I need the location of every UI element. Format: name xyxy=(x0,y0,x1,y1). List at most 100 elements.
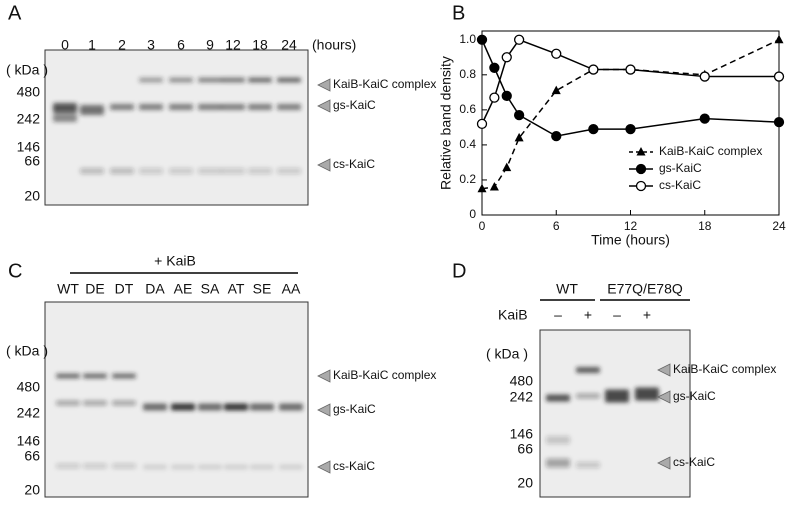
gel-band xyxy=(169,168,193,174)
gel xyxy=(44,49,309,206)
size-marker: 146 xyxy=(17,433,41,449)
gel-band xyxy=(143,403,167,411)
data-point xyxy=(513,109,525,121)
gel-band xyxy=(224,403,248,411)
gel-band xyxy=(605,389,629,403)
data-point xyxy=(699,71,710,82)
lane-label: 18 xyxy=(252,37,268,53)
gel-band xyxy=(56,463,80,469)
lane-label: 12 xyxy=(225,37,241,53)
y-axis-label: Relative band density xyxy=(438,56,454,190)
lane-label: 6 xyxy=(177,37,185,53)
data-point xyxy=(773,71,785,82)
size-marker: 66 xyxy=(517,441,533,457)
gel-bands xyxy=(56,373,303,470)
panel-letter: C xyxy=(8,260,22,282)
row-label: KaiB xyxy=(498,307,528,323)
size-marker: 66 xyxy=(24,448,40,464)
gel-band xyxy=(546,394,570,402)
size-marker: 146 xyxy=(510,426,534,442)
gel-band xyxy=(83,373,107,379)
treatment: + KaiB xyxy=(154,253,196,269)
y-tick-label: 0 xyxy=(469,207,476,221)
gel-band xyxy=(53,103,77,113)
data-point xyxy=(489,62,500,73)
data-point xyxy=(477,183,487,193)
band-label: cs-KaiC xyxy=(673,455,715,469)
band-label: cs-KaiC xyxy=(333,157,375,171)
lane-label: 24 xyxy=(281,37,297,53)
lane-label: – xyxy=(554,307,562,323)
size-marker: 66 xyxy=(24,153,40,169)
band-arrow xyxy=(317,403,331,417)
panel-letter: B xyxy=(452,2,465,24)
gel-band xyxy=(143,464,167,470)
gel-band xyxy=(221,77,245,83)
gel-band xyxy=(110,104,134,110)
gel-band xyxy=(576,462,600,468)
legend-label: KaiB-KaiC complex xyxy=(659,144,762,158)
band-arrow xyxy=(657,456,671,470)
gel-bands xyxy=(546,367,659,468)
gel-band xyxy=(576,367,600,373)
data-point xyxy=(489,92,500,103)
band-label: KaiB-KaiC complex xyxy=(333,77,436,91)
band-label: gs-KaiC xyxy=(333,402,376,416)
panel-letter: D xyxy=(452,260,466,282)
size-marker: 20 xyxy=(24,482,40,498)
gel-band xyxy=(83,400,107,406)
data-point xyxy=(625,64,636,75)
lane-label: 3 xyxy=(147,37,155,53)
gel-band xyxy=(171,403,195,411)
gel-band xyxy=(139,104,163,110)
gel-band xyxy=(112,463,136,469)
gel-band xyxy=(248,168,272,174)
legend-label: gs-KaiC xyxy=(659,161,702,175)
x-tick-label: 24 xyxy=(772,219,786,233)
gel-band xyxy=(83,463,107,469)
size-marker: 242 xyxy=(17,111,41,127)
gel-band xyxy=(250,464,274,470)
band-arrow xyxy=(657,363,671,377)
gel-band xyxy=(112,400,136,406)
lane-label: SE xyxy=(253,281,272,297)
x-tick-label: 12 xyxy=(624,219,638,233)
gel-band xyxy=(139,168,163,174)
data-point xyxy=(551,48,562,59)
size-unit: ( kDa ) xyxy=(6,62,48,78)
gel-band xyxy=(112,373,136,379)
data-point xyxy=(476,118,488,130)
data-point xyxy=(514,132,524,142)
gel-band xyxy=(169,77,193,83)
x-tick-label: 18 xyxy=(698,219,712,233)
band-arrow xyxy=(317,99,331,113)
legend-label: cs-KaiC xyxy=(659,178,701,192)
band-arrow xyxy=(657,390,671,404)
gel-band xyxy=(56,373,80,379)
size-marker: 480 xyxy=(510,373,534,389)
gel-band xyxy=(277,168,301,174)
data-point xyxy=(501,52,512,63)
lane-label: DE xyxy=(85,281,104,297)
band-label: KaiB-KaiC complex xyxy=(333,368,436,382)
size-marker: 20 xyxy=(24,188,40,204)
data-point xyxy=(476,34,488,45)
size-marker: 242 xyxy=(17,405,41,421)
data-point xyxy=(625,123,636,135)
legend-marker xyxy=(635,180,647,192)
gel-band xyxy=(224,464,248,470)
gel-band xyxy=(56,400,80,406)
lane-label: + xyxy=(584,307,592,323)
gel-band xyxy=(198,464,222,470)
series-line xyxy=(481,39,780,190)
lane-unit: (hours) xyxy=(312,37,356,53)
gel-band xyxy=(80,105,104,115)
legend-marker xyxy=(635,163,647,175)
gel-band xyxy=(248,104,272,110)
data-point xyxy=(502,162,512,172)
gel-band xyxy=(221,168,245,174)
gel-band xyxy=(277,104,301,110)
gel-band xyxy=(198,104,222,110)
data-point xyxy=(588,64,599,75)
